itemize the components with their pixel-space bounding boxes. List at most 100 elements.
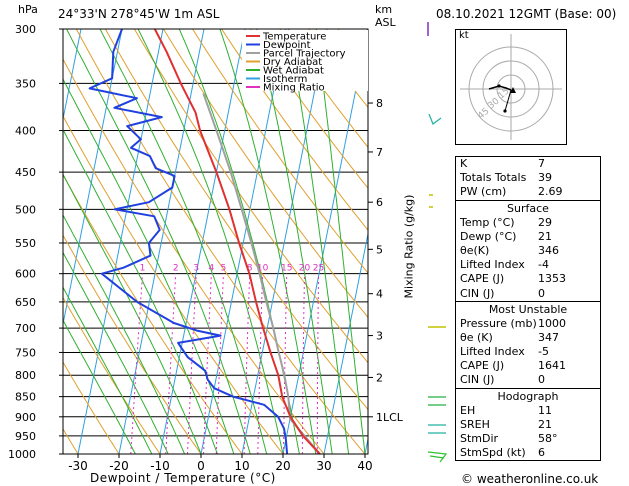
row-key: StmSpd (kt) bbox=[460, 446, 526, 460]
mixing-ratio-label: 25 bbox=[313, 264, 324, 274]
wind-barb bbox=[428, 113, 442, 125]
row-value: 21 bbox=[538, 417, 552, 431]
height-tick-label: 7 bbox=[376, 146, 383, 159]
temperature-tick-label: 20 bbox=[275, 459, 290, 473]
copyright-footer: © weatheronline.co.uk bbox=[461, 472, 599, 486]
pressure-tick-label: 1000 bbox=[8, 448, 36, 461]
row-value: -5 bbox=[538, 345, 549, 359]
parcel-trajectory-line bbox=[202, 93, 321, 454]
wet-adiabat-line bbox=[63, 319, 136, 454]
row-value: 0 bbox=[538, 373, 545, 387]
isotherm-line bbox=[241, 29, 328, 454]
wet-adiabat-line bbox=[256, 29, 333, 454]
temperature-tick-label: 40 bbox=[357, 459, 372, 473]
dry-adiabat-line bbox=[63, 115, 284, 454]
wet-adiabat-line bbox=[63, 214, 186, 454]
legend-entry: Parcel Trajectory bbox=[263, 49, 346, 60]
row-key: EH bbox=[460, 403, 476, 417]
hodograph-point bbox=[497, 84, 501, 88]
row-value: 1641 bbox=[538, 359, 566, 373]
temperature-line bbox=[153, 29, 321, 454]
dry-adiabat-line bbox=[250, 29, 368, 189]
isotherm-line bbox=[63, 29, 82, 122]
wet-adiabat-line bbox=[63, 77, 235, 454]
wind-barb bbox=[427, 451, 448, 463]
wet-adiabat-line bbox=[99, 29, 268, 454]
isotherm-line bbox=[323, 231, 368, 454]
table-row: PW (cm) 2.69 bbox=[456, 185, 600, 199]
legend-box bbox=[242, 30, 368, 91]
datetime-label: 08.10.2021 12GMT (Base: 00) bbox=[436, 7, 617, 21]
mixing-ratio-labels: 1 2 3 4 5 8 10 15 20 25 bbox=[140, 264, 325, 274]
row-value: 39 bbox=[538, 171, 552, 185]
row-key: Temp (°C) bbox=[460, 215, 515, 229]
height-tick-label: 4 bbox=[376, 288, 383, 301]
row-value: -4 bbox=[538, 258, 549, 272]
isotherm-line bbox=[118, 29, 205, 454]
storm-motion-marker bbox=[510, 87, 516, 93]
height-tick-label: 3 bbox=[376, 330, 383, 343]
table-row: CAPE (J) 1353 bbox=[456, 272, 600, 286]
table-row: Lifted Index -5 bbox=[456, 345, 600, 359]
wet-adiabat-line bbox=[63, 286, 153, 454]
wet-adiabat-line bbox=[63, 128, 218, 454]
km-label: km bbox=[375, 3, 393, 16]
height-tick-label: 6 bbox=[376, 196, 383, 209]
row-value: 2.69 bbox=[538, 185, 563, 199]
temperature-tick-label: -30 bbox=[68, 459, 88, 473]
mixing-ratio-label: 4 bbox=[209, 264, 215, 274]
indices-panel: K 7 Totals Totals 39 PW (cm) 2.69 Surface Tem… bbox=[455, 156, 601, 462]
table-row: SREH 21 bbox=[456, 418, 600, 432]
mixing-ratio-label: 2 bbox=[173, 264, 179, 274]
row-key: Totals Totals bbox=[460, 171, 527, 185]
row-key: StmDir bbox=[460, 432, 499, 445]
temperature-tick-label: -20 bbox=[109, 459, 129, 473]
pressure-tick-label: 900 bbox=[15, 411, 36, 424]
table-row: CAPE (J) 1641 bbox=[456, 359, 600, 373]
asl-label: ASL bbox=[375, 16, 396, 29]
isotherm-line bbox=[77, 29, 164, 454]
dry-adiabat-line bbox=[63, 234, 202, 454]
legend-entry: Dry Adiabat bbox=[263, 57, 322, 68]
wet-adiabat-line bbox=[219, 29, 317, 454]
pressure-axis: 300 350 400 450 500 550 600 650 700 750 800 850 900 9… bbox=[8, 23, 63, 461]
wet-adiabat-line bbox=[288, 29, 350, 454]
legend-entry: Dewpoint bbox=[263, 40, 311, 51]
pressure-tick-label: 650 bbox=[15, 296, 36, 309]
pressure-tick-label: 700 bbox=[15, 322, 36, 335]
row-key: CIN (J) bbox=[460, 286, 495, 300]
location-label: 24°33'N 278°45'W 1m ASL bbox=[58, 7, 220, 21]
height-tick-label: 1LCL bbox=[376, 411, 404, 424]
hodograph-point bbox=[503, 109, 507, 113]
mixing-ratio-axis-label: Mixing Ratio (g/kg) bbox=[402, 194, 416, 299]
mixing-ratio-label: 20 bbox=[299, 264, 311, 274]
pressure-tick-label: 450 bbox=[15, 166, 36, 179]
wet-adiabat-line bbox=[63, 173, 202, 454]
row-key: Dewp (°C) bbox=[460, 229, 517, 243]
row-key: Lifted Index bbox=[460, 258, 525, 272]
mixing-ratio-label: 3 bbox=[193, 264, 199, 274]
mixing-ratio-label: 15 bbox=[281, 264, 292, 274]
dry-adiabat-line bbox=[163, 29, 368, 319]
height-tick-label: 2 bbox=[376, 371, 383, 384]
profiles bbox=[88, 29, 321, 454]
hodograph-trace bbox=[504, 89, 512, 112]
isotherm-line bbox=[159, 29, 246, 454]
row-key: SREH bbox=[460, 417, 490, 431]
table-row: CIN (J) 0 bbox=[456, 373, 600, 387]
table-row: Dewp (°C) 21 bbox=[456, 230, 600, 244]
wind-barb bbox=[428, 396, 446, 406]
pressure-tick-label: 950 bbox=[15, 430, 36, 443]
wet-adiabat-line bbox=[63, 251, 169, 454]
row-key: PW (cm) bbox=[460, 185, 507, 199]
height-tick-label: 5 bbox=[376, 243, 383, 256]
wind-barbs bbox=[427, 22, 448, 463]
row-key: θe (K) bbox=[460, 330, 493, 344]
hpa-label: hPa bbox=[18, 3, 38, 16]
isotherm-line bbox=[200, 29, 287, 454]
mixing-ratio-label: 1 bbox=[140, 264, 146, 274]
